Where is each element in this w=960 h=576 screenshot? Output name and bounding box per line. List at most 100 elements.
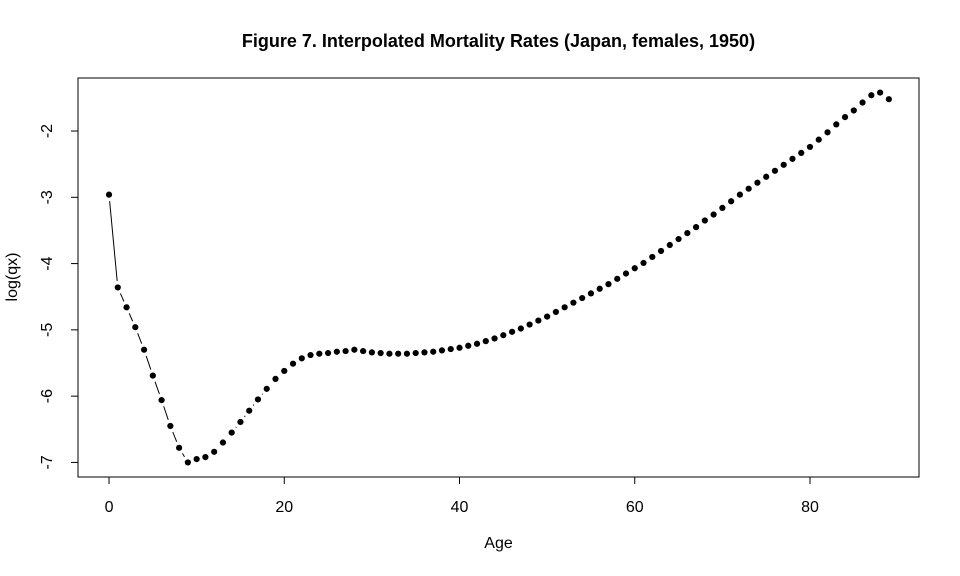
data-point	[876, 89, 884, 96]
series-line-segment	[172, 431, 178, 442]
data-point	[263, 385, 270, 392]
data-point	[806, 143, 814, 151]
plot-title: Figure 7. Interpolated Mortality Rates (…	[242, 31, 755, 51]
data-point	[684, 229, 691, 237]
data-point	[710, 211, 717, 218]
y-axis-label: log(qx)	[4, 253, 21, 302]
y-tick-label: -4	[39, 256, 56, 270]
data-point	[281, 367, 288, 375]
data-point	[447, 345, 454, 353]
series-line-segment	[154, 381, 160, 395]
data-point	[176, 444, 183, 451]
data-point	[158, 397, 165, 404]
data-point	[193, 456, 200, 463]
series-line-segment	[109, 201, 118, 282]
data-point	[526, 321, 533, 328]
x-tick-label: 20	[275, 499, 293, 516]
data-point	[360, 347, 367, 355]
data-point	[351, 346, 358, 353]
data-point	[754, 179, 761, 186]
data-point	[377, 349, 384, 357]
data-point	[403, 350, 411, 357]
data-point	[544, 313, 551, 320]
data-point	[289, 360, 297, 367]
data-point	[149, 372, 156, 379]
data-point	[552, 308, 559, 316]
data-point	[728, 198, 735, 205]
data-point	[473, 340, 481, 347]
data-point	[105, 191, 113, 198]
y-tick-label: -3	[39, 190, 56, 204]
data-point	[246, 407, 253, 414]
series-line-segment	[244, 415, 246, 418]
data-point	[140, 346, 148, 353]
data-point	[605, 281, 612, 288]
plot-area: 0 20 40 60 80 -7 -6 -5 -4 -3 -2	[39, 77, 920, 516]
data-point	[167, 422, 174, 430]
data-point	[596, 285, 603, 292]
data-point	[482, 338, 489, 345]
y-tick-label: -6	[39, 389, 56, 403]
data-point	[184, 459, 191, 466]
data-point	[132, 324, 139, 331]
data-point	[824, 129, 831, 136]
data-point	[508, 328, 516, 335]
data-point	[561, 304, 568, 311]
series-line-segment	[163, 406, 169, 420]
data-point	[622, 270, 630, 277]
data-point	[841, 114, 849, 121]
data-point	[692, 224, 700, 231]
data-point	[500, 332, 507, 339]
data-point	[815, 136, 822, 143]
data-point	[342, 347, 349, 355]
data-point	[868, 92, 875, 99]
series-line-segment	[128, 313, 134, 322]
data-point	[430, 348, 437, 355]
y-tick-label: -2	[39, 124, 56, 138]
data-point	[465, 342, 472, 349]
data-point	[780, 161, 787, 168]
data-point	[789, 155, 796, 162]
data-point	[587, 290, 595, 297]
data-point	[570, 299, 577, 306]
data-point	[298, 355, 305, 362]
plot-box	[77, 77, 920, 478]
data-point	[859, 99, 866, 106]
data-point	[272, 375, 279, 383]
data-point	[456, 344, 463, 351]
x-tick-label: 60	[626, 499, 644, 516]
series-line-segment	[145, 355, 152, 370]
data-point	[254, 396, 262, 403]
data-point	[333, 348, 340, 355]
series-line-segment	[119, 293, 125, 302]
data-point	[421, 349, 428, 356]
data-point	[631, 265, 638, 272]
data-point	[719, 204, 726, 212]
data-point	[324, 349, 332, 357]
data-point	[237, 418, 244, 426]
data-point	[491, 335, 498, 342]
data-point	[640, 259, 647, 267]
x-tick-label: 40	[451, 499, 469, 516]
data-point	[649, 253, 656, 261]
data-point	[833, 121, 840, 128]
y-tick-label: -7	[39, 455, 56, 469]
data-point	[412, 349, 419, 357]
data-point	[211, 448, 218, 455]
data-point	[798, 149, 805, 156]
data-point	[675, 235, 682, 243]
data-point	[579, 294, 586, 302]
data-point	[123, 304, 130, 311]
data-point	[202, 454, 209, 461]
data-point	[368, 349, 375, 356]
data-point	[771, 167, 779, 174]
data-point	[885, 96, 892, 103]
series-line-segment	[252, 404, 255, 406]
data-point	[517, 325, 524, 332]
data-point	[657, 247, 665, 255]
data-point	[535, 317, 542, 324]
data-point	[438, 347, 446, 354]
series-line-segment	[137, 333, 143, 344]
